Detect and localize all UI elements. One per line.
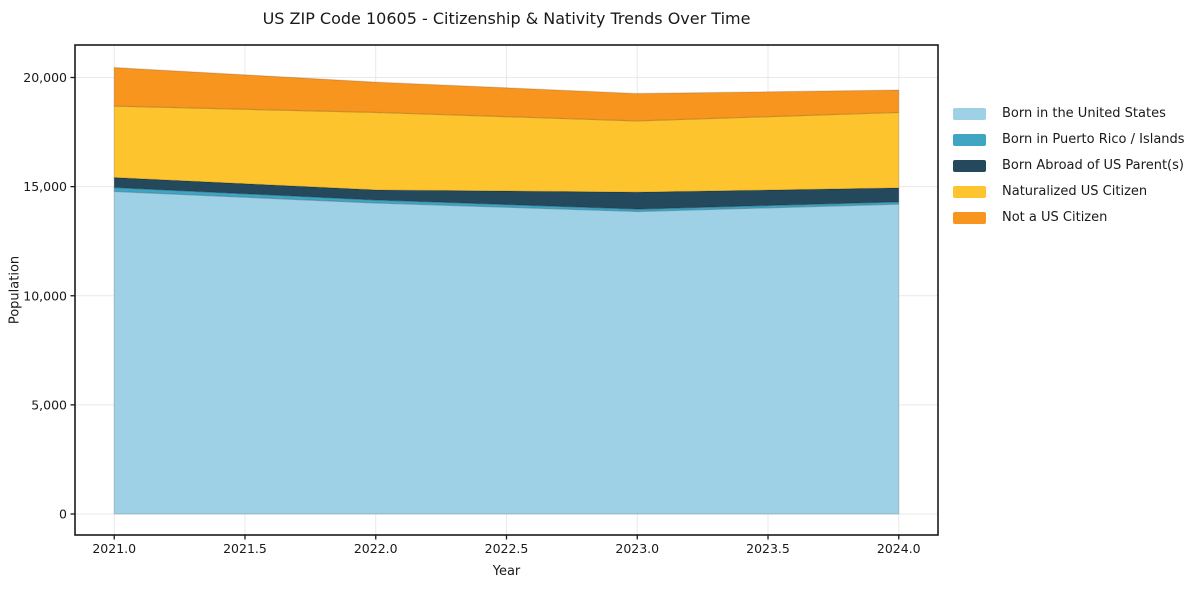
legend-label: Born in Puerto Rico / Islands	[1002, 132, 1185, 147]
legend-label: Not a US Citizen	[1002, 210, 1108, 225]
x-tick-label: 2023.5	[746, 541, 790, 556]
legend-swatch-icon	[953, 133, 986, 146]
y-tick-label: 15,000	[23, 179, 67, 194]
legend-label: Born Abroad of US Parent(s)	[1002, 158, 1184, 173]
x-tick-label: 2023.0	[615, 541, 659, 556]
area-series-0	[113, 190, 900, 515]
area-series-2	[113, 176, 900, 210]
legend-swatch-icon	[953, 159, 986, 172]
legend-item-3: Naturalized US Citizen	[953, 184, 1185, 199]
legend-item-4: Not a US Citizen	[953, 210, 1185, 225]
legend-label: Naturalized US Citizen	[1002, 184, 1148, 199]
x-tick-label: 2021.0	[92, 541, 136, 556]
legend-label: Born in the United States	[1002, 106, 1166, 121]
x-axis-label: Year	[492, 564, 521, 579]
legend-item-0: Born in the United States	[953, 106, 1185, 121]
legend-item-1: Born in Puerto Rico / Islands	[953, 132, 1185, 147]
y-tick-label: 10,000	[23, 288, 67, 303]
legend: Born in the United States Born in Puerto …	[953, 106, 1185, 225]
area-series-3	[113, 105, 900, 193]
legend-swatch-icon	[953, 107, 986, 120]
chart-title: US ZIP Code 10605 - Citizenship & Nativi…	[262, 9, 751, 28]
legend-item-2: Born Abroad of US Parent(s)	[953, 158, 1185, 173]
legend-swatch-icon	[953, 211, 986, 224]
x-tick-label: 2024.0	[877, 541, 921, 556]
y-tick-label: 0	[59, 507, 67, 522]
x-tick-label: 2022.0	[354, 541, 398, 556]
legend-swatch-icon	[953, 185, 986, 198]
stacked-areas	[113, 66, 900, 515]
x-tick-label: 2021.5	[223, 541, 267, 556]
y-tick-label: 20,000	[23, 70, 67, 85]
axis-ticks: 2021.0 2021.5 2022.0 2022.5 2023.0 2023.5 2024…	[23, 70, 920, 556]
x-tick-label: 2022.5	[485, 541, 529, 556]
area-series-1	[113, 186, 900, 213]
area-series-4	[113, 66, 900, 122]
y-axis-label: Population	[7, 255, 23, 325]
y-tick-label: 5,000	[31, 397, 67, 412]
